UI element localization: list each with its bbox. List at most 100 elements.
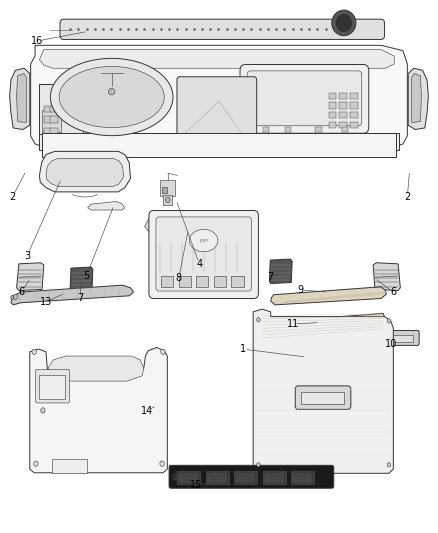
Polygon shape (10, 68, 30, 130)
Bar (387, 335, 413, 342)
FancyBboxPatch shape (295, 386, 351, 409)
Ellipse shape (173, 474, 177, 480)
Bar (204, 150, 211, 157)
Polygon shape (259, 313, 385, 340)
Polygon shape (269, 259, 292, 284)
Text: 7: 7 (268, 272, 274, 282)
Ellipse shape (161, 349, 165, 354)
Ellipse shape (160, 461, 164, 466)
Text: 16: 16 (31, 36, 43, 46)
Bar (263, 134, 269, 140)
Bar (206, 471, 229, 484)
Ellipse shape (332, 10, 356, 36)
Text: 1: 1 (240, 344, 246, 354)
FancyBboxPatch shape (240, 64, 369, 133)
Bar (328, 93, 336, 99)
Bar (339, 93, 347, 99)
Bar (350, 102, 358, 109)
Bar (234, 471, 257, 484)
FancyBboxPatch shape (60, 19, 385, 39)
Ellipse shape (387, 319, 391, 323)
Ellipse shape (257, 318, 260, 322)
Bar (341, 150, 348, 157)
Bar (291, 471, 314, 484)
Bar (350, 122, 358, 128)
Text: 13: 13 (40, 297, 52, 307)
Text: 9: 9 (297, 285, 303, 295)
Text: 7: 7 (77, 294, 83, 303)
Bar (50, 128, 58, 134)
Bar (52, 459, 87, 473)
Polygon shape (412, 74, 421, 123)
Bar (162, 187, 167, 193)
Bar (328, 122, 336, 128)
Bar (386, 150, 393, 157)
Ellipse shape (13, 294, 18, 300)
Bar (161, 276, 173, 287)
Polygon shape (30, 348, 167, 473)
FancyBboxPatch shape (156, 217, 251, 291)
Text: 6: 6 (18, 287, 24, 297)
Ellipse shape (336, 14, 352, 31)
Ellipse shape (166, 197, 170, 203)
Bar (265, 474, 283, 482)
Text: 2: 2 (9, 192, 15, 202)
Text: JEEP: JEEP (199, 239, 208, 243)
Bar (263, 127, 269, 132)
Bar (67, 150, 74, 157)
Ellipse shape (32, 349, 36, 354)
Ellipse shape (11, 295, 14, 300)
Bar (136, 150, 143, 157)
Bar (272, 150, 279, 157)
FancyBboxPatch shape (169, 465, 334, 488)
Polygon shape (253, 309, 393, 473)
FancyBboxPatch shape (177, 77, 257, 142)
Text: 8: 8 (176, 273, 182, 283)
Bar (159, 150, 166, 157)
Bar (180, 474, 197, 482)
Bar (39, 375, 65, 399)
Bar (208, 474, 226, 482)
Bar (179, 276, 191, 287)
Bar (50, 106, 58, 112)
Bar (339, 102, 347, 109)
Ellipse shape (189, 229, 218, 252)
Bar (237, 474, 254, 482)
Polygon shape (17, 74, 26, 123)
Bar (350, 93, 358, 99)
Bar (39, 84, 83, 134)
Bar (293, 474, 311, 482)
Bar (177, 471, 200, 484)
Bar (181, 150, 188, 157)
Bar (364, 150, 371, 157)
Polygon shape (11, 285, 134, 305)
Polygon shape (145, 216, 169, 235)
Bar (315, 127, 322, 132)
Polygon shape (46, 158, 124, 187)
Bar (39, 133, 399, 150)
Text: 3: 3 (24, 251, 30, 261)
Ellipse shape (109, 88, 115, 95)
Bar (196, 276, 208, 287)
Bar (160, 180, 175, 196)
Bar (328, 112, 336, 118)
Ellipse shape (50, 59, 173, 136)
Bar (263, 471, 286, 484)
Ellipse shape (34, 461, 38, 466)
Polygon shape (408, 68, 428, 130)
Ellipse shape (387, 463, 391, 467)
Polygon shape (70, 267, 93, 292)
Bar (350, 112, 358, 118)
Bar (163, 195, 172, 205)
Bar (285, 134, 291, 140)
Polygon shape (373, 263, 400, 290)
Bar (227, 150, 234, 157)
Bar (342, 127, 348, 132)
Bar (250, 150, 257, 157)
Bar (90, 150, 97, 157)
Bar (328, 102, 336, 109)
Ellipse shape (41, 408, 45, 413)
Polygon shape (39, 50, 394, 68)
Text: 15: 15 (190, 480, 202, 490)
Bar (295, 150, 302, 157)
